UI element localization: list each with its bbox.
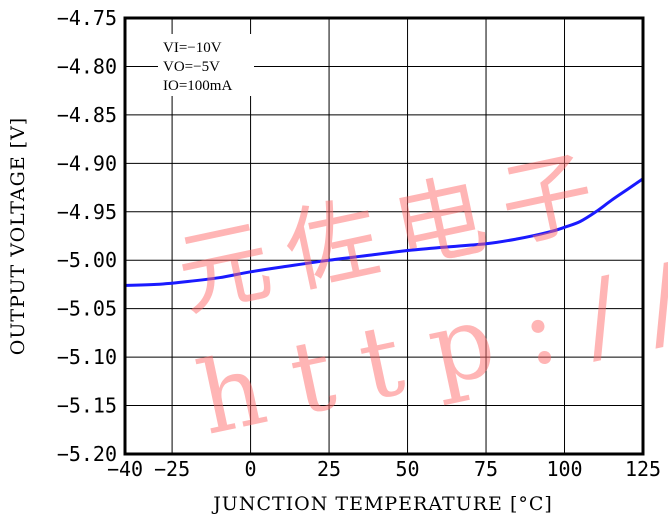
- x-tick-label: −25: [154, 457, 190, 481]
- series-layer: [124, 177, 644, 287]
- x-tick-label: 25: [317, 457, 341, 481]
- y-tick-label: −4.85: [57, 103, 117, 127]
- plot-frame: [123, 16, 645, 456]
- conditions-box: [158, 34, 254, 96]
- x-tick-label: −40: [107, 457, 143, 481]
- condition-vo: VO=−5V: [163, 59, 220, 75]
- x-tick-label: 125: [625, 457, 661, 481]
- y-axis-title: OUTPUT VOLTAGE [V]: [7, 117, 29, 355]
- y-tick-label: −5.15: [57, 394, 117, 418]
- y-tick-label: −5.20: [57, 442, 117, 466]
- y-tick-label: −5.10: [57, 345, 117, 369]
- x-tick-label: 50: [395, 457, 419, 481]
- x-axis-title: JUNCTION TEMPERATURE [°C]: [211, 493, 553, 515]
- y-tick-label: −4.95: [57, 200, 117, 224]
- x-tick-label: 75: [474, 457, 498, 481]
- y-tick-label: −4.90: [57, 151, 117, 175]
- series-line-output-voltage: [124, 177, 644, 287]
- y-tick-label: −5.05: [57, 297, 117, 321]
- condition-vi: VI=−10V: [163, 40, 222, 56]
- condition-io: IO=100mA: [163, 78, 232, 94]
- x-tick-label: 100: [546, 457, 582, 481]
- x-tick-label: 0: [245, 457, 257, 481]
- y-tick-label: −5.00: [57, 248, 117, 272]
- y-tick-labels: −4.75 −4.80 −4.85 −4.90 −4.95 −5.00 −5.05 −5.10…: [57, 6, 117, 466]
- y-tick-label: −4.80: [57, 54, 117, 78]
- x-tick-labels: −40 −25 0 25 50 75 100 125: [107, 457, 661, 481]
- y-tick-label: −4.75: [57, 6, 117, 30]
